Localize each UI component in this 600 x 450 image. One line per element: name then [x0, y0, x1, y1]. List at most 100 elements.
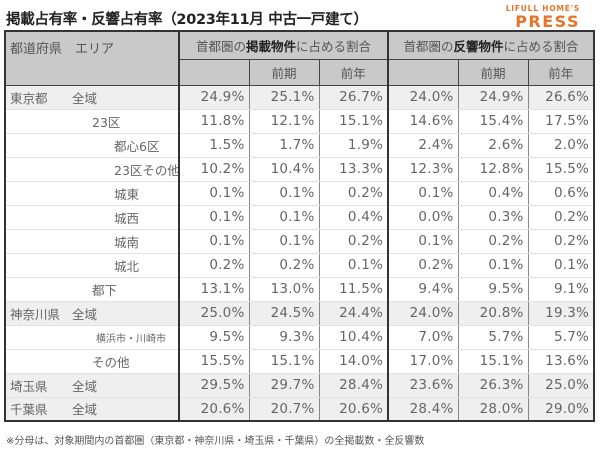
value-cell: 2.0% [527, 133, 595, 158]
value-cell: 19.3% [527, 300, 595, 326]
value-cell: 0.3% [457, 205, 529, 230]
area-name: 城北 [114, 258, 140, 274]
header-inquiry-share: 首都圏の反響物件に占める割合 [387, 30, 595, 60]
value-cell: 26.3% [457, 372, 529, 398]
value-cell: 2.6% [457, 133, 529, 158]
value-cell: 0.2% [527, 205, 595, 230]
area-name: 全域 [72, 306, 98, 322]
prefecture-name: 神奈川県 [10, 306, 61, 322]
value-cell: 0.2% [318, 229, 389, 254]
value-cell: 10.2% [178, 157, 249, 182]
value-cell: 1.7% [248, 133, 319, 158]
row-label: 23区その他 [5, 157, 179, 182]
row-label: 東京都 全域 [5, 84, 179, 110]
row-label: 横浜市・川崎市 [5, 325, 179, 350]
value-cell: 14.6% [387, 109, 459, 134]
value-cell: 24.0% [387, 300, 459, 326]
value-cell: 20.8% [457, 300, 529, 326]
row-label: 23区 [5, 109, 179, 134]
value-cell: 24.0% [387, 84, 459, 110]
row-label: 千葉県 全域 [5, 396, 179, 422]
value-cell: 25.1% [248, 84, 319, 110]
header-current [178, 59, 250, 86]
value-cell: 0.2% [178, 253, 249, 278]
value-cell: 9.1% [527, 277, 595, 302]
value-cell: 15.1% [318, 109, 389, 134]
value-cell: 25.0% [527, 372, 595, 398]
prefecture-name: 千葉県 [10, 402, 48, 418]
value-cell: 26.7% [318, 84, 389, 110]
value-cell: 15.5% [178, 349, 249, 374]
value-cell: 23.6% [387, 372, 459, 398]
value-cell: 15.4% [457, 109, 529, 134]
header-prev-period: 前期 [457, 58, 529, 86]
table-row: 横浜市・川崎市 9.5% 9.3% 10.4% 7.0% 5.7% 5.7% [5, 325, 595, 350]
value-cell: 28.0% [457, 396, 529, 422]
value-cell: 9.5% [457, 277, 529, 302]
header-prev-period: 前期 [248, 58, 320, 86]
header-text: に占める割合 [503, 38, 579, 54]
table-row: 都下 13.1% 13.0% 11.5% 9.4% 9.5% 9.1% [5, 277, 595, 302]
value-cell: 0.2% [248, 253, 319, 278]
value-cell: 10.4% [248, 157, 319, 182]
value-cell: 20.7% [248, 396, 319, 422]
header-prev-year: 前年 [527, 58, 595, 86]
value-cell: 29.0% [527, 396, 595, 422]
value-cell: 28.4% [387, 396, 459, 422]
value-cell: 9.4% [387, 277, 459, 302]
table-row: 東京都 全域 24.9% 25.1% 26.7% 24.0% 24.9% 26.6% [5, 84, 595, 110]
area-name: 23区その他 [114, 162, 179, 178]
value-cell: 13.3% [318, 157, 389, 182]
value-cell: 0.1% [178, 229, 249, 254]
value-cell: 1.5% [178, 133, 249, 158]
value-cell: 0.1% [527, 253, 595, 278]
value-cell: 17.0% [387, 349, 459, 374]
value-cell: 12.1% [248, 109, 319, 134]
value-cell: 0.2% [318, 181, 389, 206]
value-cell: 20.6% [178, 396, 249, 422]
value-cell: 24.4% [318, 300, 389, 326]
logo-line1: LIFULL HOME'S [505, 4, 580, 13]
value-cell: 20.6% [318, 396, 389, 422]
page-title: 掲載占有率・反響占有率（2023年11月 中古一戸建て） [6, 12, 368, 28]
value-cell: 0.1% [387, 181, 459, 206]
value-cell: 29.5% [178, 372, 249, 398]
value-cell: 24.9% [178, 84, 249, 110]
value-cell: 0.2% [527, 229, 595, 254]
value-cell: 0.1% [457, 253, 529, 278]
row-label: 城東 [5, 181, 179, 206]
value-cell: 5.7% [457, 325, 529, 350]
header-bold-text: 掲載物件 [246, 38, 297, 54]
value-cell: 14.0% [318, 349, 389, 374]
row-label: 都下 [5, 277, 179, 302]
header-current [387, 59, 459, 86]
row-label: 埼玉県 全域 [5, 372, 179, 398]
logo-line2: PRESS [515, 11, 580, 31]
value-cell: 17.5% [527, 109, 595, 134]
value-cell: 11.8% [178, 109, 249, 134]
value-cell: 26.6% [527, 84, 595, 110]
value-cell: 28.4% [318, 372, 389, 398]
prefecture-name: 埼玉県 [10, 378, 48, 394]
value-cell: 0.1% [248, 181, 319, 206]
value-cell: 24.9% [457, 84, 529, 110]
area-name: 都下 [92, 282, 118, 298]
value-cell: 15.1% [248, 349, 319, 374]
header-prev-year: 前年 [318, 58, 389, 86]
row-label: 城南 [5, 229, 179, 254]
value-cell: 0.1% [387, 229, 459, 254]
value-cell: 9.3% [248, 325, 319, 350]
area-name: その他 [92, 354, 130, 370]
value-cell: 10.4% [318, 325, 389, 350]
table-row: 千葉県 全域 20.6% 20.7% 20.6% 28.4% 28.0% 29.0% [5, 396, 595, 422]
value-cell: 0.1% [318, 253, 389, 278]
header-text: 首都圏の [195, 38, 246, 54]
table-row: 23区その他 10.2% 10.4% 13.3% 12.3% 12.8% 15.5% [5, 157, 595, 182]
row-label: 都心6区 [5, 133, 179, 158]
value-cell: 13.6% [527, 349, 595, 374]
area-name: 全域 [72, 378, 98, 394]
header-listing-share: 首都圏の掲載物件に占める割合 [177, 30, 389, 60]
area-name: 城東 [114, 186, 140, 202]
area-name: 全域 [72, 90, 98, 106]
table-row: 城北 0.2% 0.2% 0.1% 0.2% 0.1% 0.1% [5, 253, 595, 278]
